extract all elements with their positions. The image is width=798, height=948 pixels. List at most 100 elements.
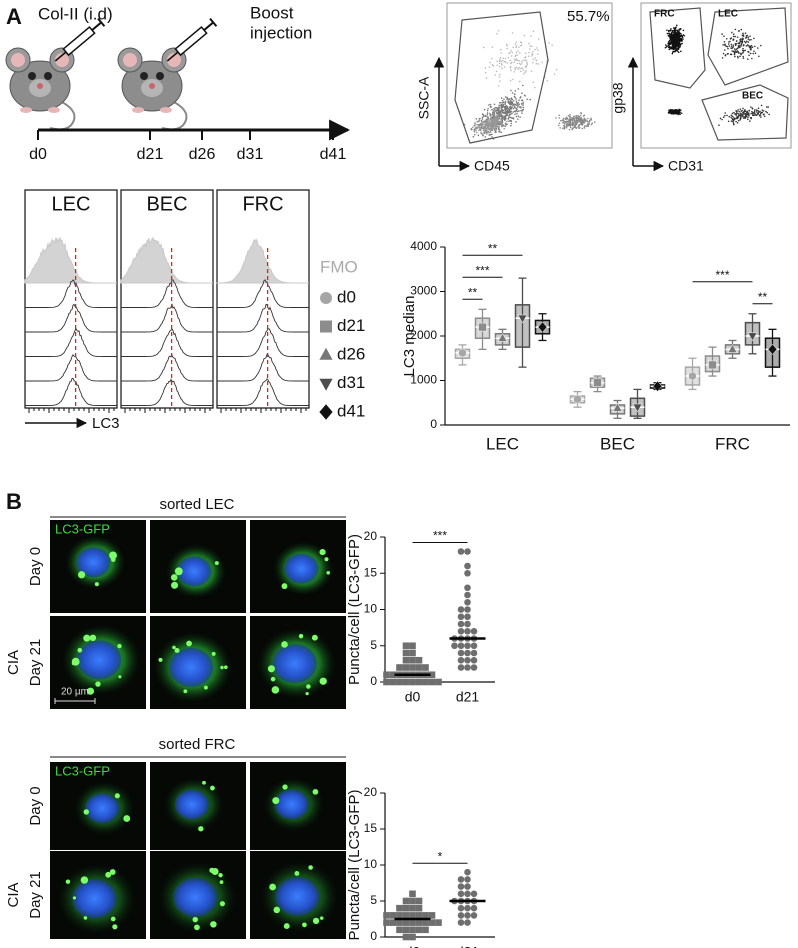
event-dot — [571, 121, 574, 123]
data-point — [396, 919, 403, 926]
x-tick-label: d0 — [405, 689, 421, 705]
event-dot — [722, 52, 725, 55]
event-dot — [512, 100, 515, 102]
gfp-punctum — [211, 651, 216, 656]
event-dot — [666, 29, 668, 32]
event-dot — [670, 28, 672, 30]
event-dot — [740, 45, 742, 47]
histogram-frame — [216, 189, 310, 409]
event-dot — [505, 43, 508, 46]
event-dot — [732, 46, 735, 48]
event-dot — [505, 105, 508, 107]
event-dot — [575, 114, 578, 117]
data-point — [383, 912, 390, 919]
event-dot — [488, 133, 491, 136]
event-dot — [516, 110, 519, 113]
nucleus — [275, 876, 320, 916]
event-dot — [525, 52, 527, 54]
data-point — [422, 664, 429, 671]
x-tick-label: FRC — [715, 434, 750, 453]
event-dot — [573, 117, 576, 120]
event-dot — [730, 43, 733, 46]
box — [514, 304, 531, 348]
event-dot — [499, 104, 502, 107]
histogram-trace — [217, 378, 309, 406]
event-dot — [677, 30, 679, 32]
event-dot — [575, 127, 577, 129]
gfp-punctum — [281, 641, 288, 648]
event-dot — [510, 122, 513, 125]
data-point — [457, 606, 465, 613]
syringe-plunger — [91, 21, 102, 31]
event-dot — [754, 109, 756, 111]
data-point — [457, 876, 465, 883]
histogram-trace — [217, 328, 309, 357]
data-point — [428, 912, 436, 919]
event-dot — [507, 107, 510, 110]
event-dot — [509, 120, 511, 122]
event-dot — [486, 112, 489, 114]
event-dot — [748, 45, 751, 48]
event-dot — [576, 116, 578, 119]
event-dot — [519, 116, 521, 118]
event-dot — [736, 117, 738, 120]
data-point — [409, 678, 416, 686]
event-dot — [508, 115, 510, 117]
event-dot — [567, 114, 570, 117]
event-dot — [732, 120, 734, 122]
event-dot — [738, 114, 740, 116]
event-dot — [748, 109, 750, 112]
event-dot — [735, 40, 738, 42]
event-dot — [768, 113, 770, 116]
event-dot — [718, 124, 720, 126]
event-dot — [516, 54, 518, 56]
event-dot — [569, 124, 572, 127]
x-tick-label: d0 — [405, 944, 421, 948]
event-dot — [473, 125, 476, 127]
event-dot — [678, 112, 681, 114]
event-dot — [671, 52, 674, 55]
data-point — [464, 912, 471, 919]
event-dot — [516, 106, 519, 108]
event-dot — [501, 104, 504, 107]
median-marker — [573, 394, 582, 404]
event-dot — [744, 49, 746, 52]
event-dot — [739, 52, 741, 55]
event-dot — [530, 35, 532, 37]
nucleus — [272, 644, 317, 684]
event-dot — [496, 64, 499, 66]
event-dot — [499, 114, 501, 116]
event-dot — [487, 122, 490, 125]
event-dot — [490, 128, 493, 131]
event-dot — [509, 103, 511, 106]
event-dot — [491, 64, 494, 66]
data-point — [422, 912, 429, 919]
event-dot — [735, 48, 737, 51]
event-dot — [510, 69, 512, 72]
event-dot — [491, 46, 494, 49]
data-point — [396, 678, 403, 686]
gfp-punctum — [118, 675, 122, 679]
event-dot — [568, 118, 570, 121]
event-dot — [498, 76, 501, 78]
row-label: Day 21 — [27, 639, 44, 687]
data-point — [415, 919, 423, 926]
row-label: CIA — [5, 882, 22, 907]
event-dot — [562, 127, 564, 130]
data-point — [409, 656, 416, 664]
data-point — [457, 548, 465, 555]
event-dot — [765, 110, 767, 113]
gfp-punctum — [211, 867, 219, 876]
event-dot — [580, 118, 583, 120]
event-dot — [478, 129, 480, 132]
event-dot — [520, 44, 522, 47]
event-dot — [736, 112, 738, 115]
histogram-trace — [25, 279, 117, 308]
event-dot — [752, 113, 754, 115]
data-point — [409, 649, 416, 657]
data-point — [415, 912, 423, 919]
event-dot — [730, 45, 733, 48]
event-dot — [528, 42, 530, 45]
event-dot — [518, 66, 520, 69]
event-dot — [537, 38, 540, 40]
